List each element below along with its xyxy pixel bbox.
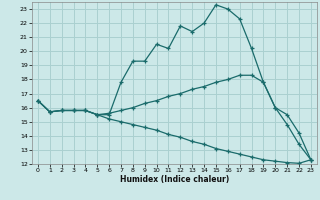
X-axis label: Humidex (Indice chaleur): Humidex (Indice chaleur) xyxy=(120,175,229,184)
